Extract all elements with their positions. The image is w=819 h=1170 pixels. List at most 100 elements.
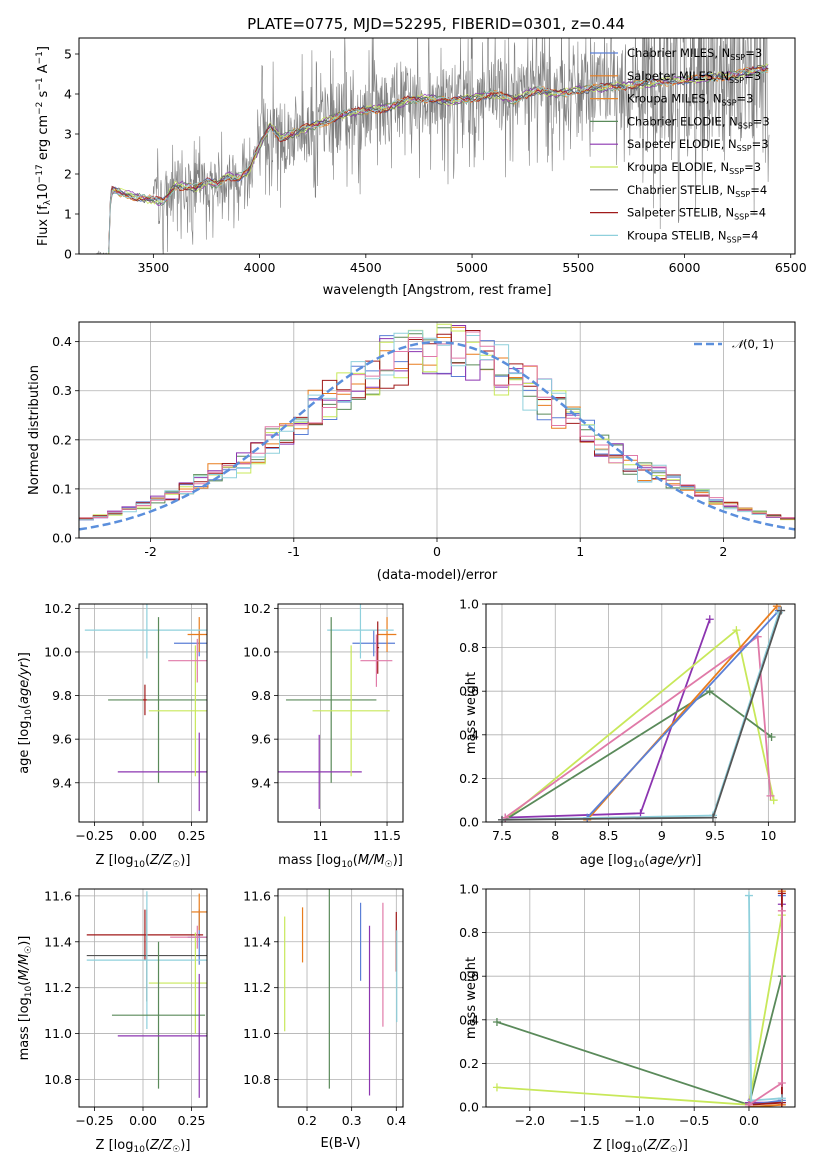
y-tick-label: 10.8	[243, 1072, 271, 1087]
x-axis-label: (data-model)/error	[377, 568, 498, 583]
x-tick-label: 11.5	[373, 828, 401, 843]
weight-marker	[497, 815, 506, 822]
weight-marker	[767, 732, 776, 741]
x-tick-label: −2.0	[515, 1113, 545, 1128]
axes-frame	[485, 888, 796, 1108]
weight-marker	[777, 606, 786, 615]
y-tick-label: 1.0	[459, 882, 479, 897]
mass_vs_Z-plot-area	[86, 891, 207, 1098]
y-tick-label: 0.0	[459, 1100, 479, 1115]
x-tick-label: 11	[313, 828, 329, 843]
weight-marker	[744, 1100, 753, 1107]
legend: Chabrier MILES, NSSP=3 Salpeter MILES, NS…	[590, 46, 770, 244]
massweight_vs_age-plot-area	[497, 604, 786, 822]
x-tick-label: 0.2	[297, 1113, 317, 1128]
x-tick-label: 1	[576, 544, 584, 559]
y-tick-label: 11.0	[243, 1026, 271, 1041]
model-spectrum-line	[108, 65, 769, 250]
x-axis-label: mass [log10(M/M☉)]	[278, 853, 403, 870]
weight-line	[586, 609, 780, 819]
weight-marker	[636, 809, 645, 818]
y-tick-label: 10.2	[243, 601, 271, 616]
legend-label: Chabrier STELIB, NSSP=4	[627, 183, 767, 199]
y-tick-label: 1.0	[459, 597, 479, 612]
mass_vs_ebv-plot-area	[284, 889, 398, 1096]
weight-marker	[777, 889, 786, 898]
y-tick-label: 9.6	[52, 732, 72, 747]
weight-marker	[705, 687, 714, 696]
y-tick-label: 0.0	[52, 531, 72, 546]
axes-frame	[277, 603, 404, 823]
massweight_vs_Z-plot-area	[492, 889, 786, 1107]
y-tick-label: 0.3	[52, 383, 72, 398]
mass_vs_ebv-panel: 0.2 0.3 0.4 10.8 11.0 11.2 11.4 11.6 E(B-V)	[243, 888, 406, 1151]
legend-label: Chabrier ELODIE, NSSP=3	[627, 114, 770, 130]
age_vs_mass-panel: 11 11.5 9.4 9.6 9.8 10.0 10.2 mass [log10(M/M☉)…	[243, 601, 404, 870]
weight-marker	[708, 813, 717, 822]
massweight_vs_age-panel: 7.5 8 8.5 9 9.5 10 0.0 0.2 0.4 0.6 0.8 1.0 mass weig…	[459, 597, 796, 870]
y-tick-label: 0.8	[459, 925, 479, 940]
x-tick-label: 3500	[137, 260, 169, 275]
figure-title: PLATE=0775, MJD=52295, FIBERID=0301, z=0…	[247, 15, 625, 33]
residuals-plot-area	[79, 323, 795, 531]
x-tick-label: 6000	[669, 260, 701, 275]
x-axis-label: wavelength [Angstrom, rest frame]	[323, 283, 552, 298]
y-tick-label: 4	[64, 87, 72, 102]
x-tick-label: −0.25	[75, 1113, 113, 1128]
y-tick-label: 11.4	[243, 934, 271, 949]
x-tick-label: 0.00	[129, 1113, 157, 1128]
x-tick-label: 4000	[244, 260, 276, 275]
y-tick-label: 9.8	[52, 688, 72, 703]
x-tick-label: 9	[658, 828, 666, 843]
y-tick-label: 0.1	[52, 481, 72, 496]
y-axis-label: mass weight	[464, 672, 479, 754]
axes-frame	[78, 603, 208, 823]
x-tick-label: 8	[551, 828, 559, 843]
residuals-panel: -2 -1 0 1 2 0.0 0.1 0.2 0.3 0.4 (data-model)/error…	[27, 321, 796, 583]
y-tick-label: 0.4	[52, 334, 72, 349]
y-axis-label: age [log10(age/yr)]	[17, 652, 34, 774]
weight-marker	[732, 626, 741, 635]
x-tick-label: 10	[760, 828, 776, 843]
weight-marker	[705, 615, 714, 624]
y-tick-label: 9.4	[251, 775, 271, 790]
histogram-step	[79, 335, 795, 521]
age_vs_Z-plot-area	[84, 604, 207, 812]
x-tick-label: 4500	[350, 260, 382, 275]
y-tick-label: 2	[64, 167, 72, 182]
y-tick-label: 10.0	[243, 644, 271, 659]
x-tick-label: −1.0	[624, 1113, 654, 1128]
legend-label: Salpeter STELIB, NSSP=4	[627, 206, 766, 222]
spectrum-plot-area	[95, 38, 770, 254]
age_vs_Z-panel: −0.25 0.00 0.25 9.4 9.6 9.8 10.0 10.2 Z [log10(Z…	[17, 601, 208, 870]
x-axis-label: age [log10(age/yr)]	[580, 853, 702, 870]
age_vs_mass-plot-area	[278, 604, 397, 809]
weight-marker	[766, 791, 775, 800]
y-tick-label: 11.0	[44, 1026, 72, 1041]
legend-label: Kroupa STELIB, NSSP=4	[627, 228, 758, 244]
x-tick-label: 2	[719, 544, 727, 559]
y-tick-label: 11.4	[44, 934, 72, 949]
y-tick-label: 0.4	[459, 1012, 479, 1027]
y-tick-label: 0.8	[459, 640, 479, 655]
y-tick-label: 11.2	[243, 980, 271, 995]
x-tick-label: −1.5	[569, 1113, 599, 1128]
legend-label: 𝒩(0, 1)	[732, 337, 774, 351]
weight-marker	[777, 906, 786, 915]
model-spectrum-line	[108, 67, 769, 254]
y-tick-label: 11.6	[44, 888, 72, 903]
x-tick-label: 0.25	[178, 1113, 206, 1128]
weight-marker	[492, 1083, 501, 1092]
spectrum-panel: 3500 4000 4500 5000 5500 6000 6500 0 1 2 3 4 5 wavele…	[35, 37, 807, 298]
x-axis-label: Z [log10(Z/Z☉)]	[96, 1138, 191, 1155]
x-tick-label: 7.5	[492, 828, 512, 843]
x-tick-label: 0.4	[386, 1113, 406, 1128]
legend-label: Salpeter MILES, NSSP=3	[627, 69, 761, 85]
weight-marker	[744, 891, 753, 900]
y-tick-label: 11.2	[44, 980, 72, 995]
weight-marker	[769, 796, 778, 805]
x-tick-label: 0	[433, 544, 441, 559]
y-tick-label: 10.8	[44, 1072, 72, 1087]
x-tick-label: 0.0	[739, 1113, 759, 1128]
